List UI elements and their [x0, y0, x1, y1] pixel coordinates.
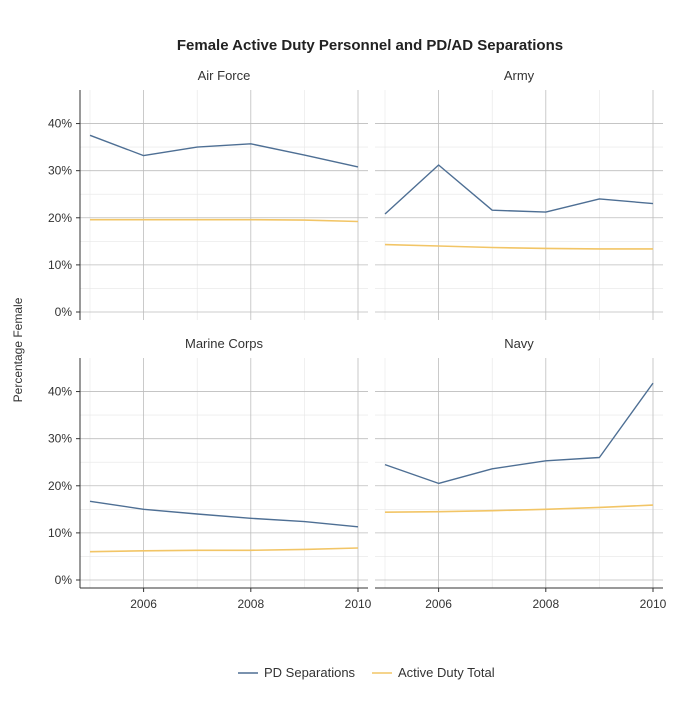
x-tick-label: 2008: [237, 597, 264, 611]
series-line-active-duty-total: [89, 547, 359, 553]
x-tick-label: 2006: [130, 597, 157, 611]
x-tick-label: 2010: [345, 597, 372, 611]
y-tick-label: 40%: [48, 117, 72, 131]
y-tick-label: 30%: [48, 432, 72, 446]
panel-marine-corps: Marine Corps 0% 10% 20% 30% 40% 2006 2008 2010: [48, 336, 372, 611]
legend-label: PD Separations: [264, 665, 356, 680]
legend-label: Active Duty Total: [398, 665, 495, 680]
x-tick-label: 2008: [532, 597, 559, 611]
panel-title: Navy: [504, 336, 534, 351]
y-tick-label: 10%: [48, 258, 72, 272]
y-tick-label: 40%: [48, 385, 72, 399]
series-line-active-duty-total: [384, 243, 653, 250]
series-line-pd-separations: [89, 134, 359, 168]
legend-item-pd-separations: PD Separations: [238, 665, 356, 680]
x-tick-label: 2010: [640, 597, 667, 611]
series-line-pd-separations: [384, 382, 654, 485]
legend: PD Separations Active Duty Total: [238, 665, 495, 680]
series-line-pd-separations: [89, 500, 359, 528]
chart-title: Female Active Duty Personnel and PD/AD S…: [177, 37, 563, 54]
panel-army: Army: [375, 68, 663, 320]
x-tick-label: 2006: [425, 597, 452, 611]
y-tick-label: 0%: [55, 305, 73, 319]
panel-navy: Navy 2006 2008 2010: [375, 336, 667, 611]
y-tick-label: 20%: [48, 479, 72, 493]
panel-title: Air Force: [198, 68, 251, 83]
panel-title: Marine Corps: [185, 336, 264, 351]
series-line-pd-separations: [384, 164, 654, 215]
panel-air-force: Air Force 0% 10% 20% 30% 40%: [48, 68, 368, 320]
y-tick-label: 20%: [48, 211, 72, 225]
panel-title: Army: [504, 68, 535, 83]
y-tick-label: 30%: [48, 164, 72, 178]
y-tick-label: 0%: [55, 573, 73, 587]
legend-item-active-duty-total: Active Duty Total: [372, 665, 495, 680]
y-tick-label: 10%: [48, 526, 72, 540]
facet-panels: Air Force 0% 10% 20% 30% 40% Army Marine Corps 0…: [48, 68, 667, 611]
series-line-active-duty-total: [384, 504, 654, 513]
series-line-active-duty-total: [90, 218, 359, 223]
y-axis-label: Percentage Female: [11, 297, 25, 402]
